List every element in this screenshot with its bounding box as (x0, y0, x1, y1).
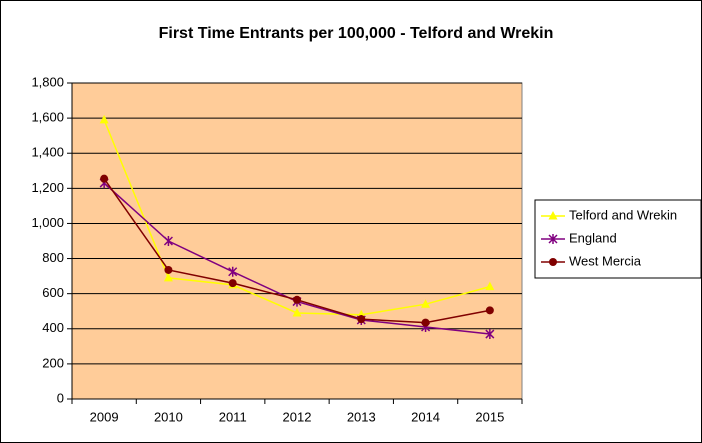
y-tick-label: 1,800 (31, 74, 64, 89)
marker (163, 236, 173, 246)
y-tick-label: 1,400 (31, 145, 64, 160)
y-tick-label: 1,600 (31, 110, 64, 125)
marker (548, 234, 558, 244)
x-tick-label: 2012 (283, 409, 312, 424)
marker (549, 258, 557, 266)
marker (293, 295, 301, 304)
marker (485, 329, 495, 340)
x-tick-label: 2013 (347, 409, 376, 424)
legend-label: England (569, 230, 617, 245)
x-tick-label: 2015 (475, 409, 504, 424)
marker (164, 265, 173, 274)
marker (548, 211, 558, 220)
marker (228, 279, 237, 288)
x-tick-label: 2010 (154, 409, 183, 424)
y-tick-label: 600 (42, 285, 64, 300)
marker (485, 306, 494, 315)
marker (100, 174, 109, 183)
marker (292, 307, 302, 317)
y-tick-label: 1,200 (31, 180, 64, 195)
x-tick-label: 2014 (411, 409, 440, 424)
y-tick-label: 400 (42, 320, 64, 335)
y-tick-label: 200 (42, 355, 64, 370)
marker (163, 272, 173, 282)
marker (357, 315, 366, 324)
x-tick-label: 2009 (90, 409, 119, 424)
chart-title: First Time Entrants per 100,000 - Telfor… (159, 25, 554, 42)
x-tick-label: 2011 (219, 409, 247, 424)
y-tick-label: 1,000 (31, 215, 64, 230)
marker (485, 281, 495, 291)
legend-label: West Mercia (569, 253, 642, 268)
y-tick-label: 800 (42, 250, 64, 265)
legend-label: Telford and Wrekin (569, 207, 677, 222)
marker (228, 266, 238, 277)
marker (421, 318, 430, 327)
marker (99, 114, 109, 124)
marker (421, 299, 431, 308)
y-tick-label: 0 (57, 390, 64, 405)
plot-area (71, 82, 523, 400)
